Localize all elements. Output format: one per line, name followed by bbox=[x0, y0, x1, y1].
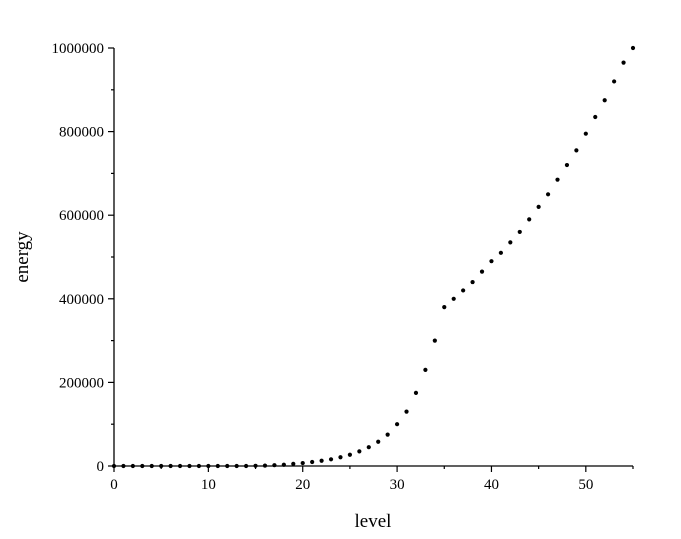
data-point bbox=[574, 148, 579, 153]
data-point bbox=[187, 463, 192, 469]
data-point bbox=[140, 463, 145, 469]
y-tick-label: 0 bbox=[97, 459, 105, 475]
y-tick-label: 400000 bbox=[59, 292, 104, 308]
data-point bbox=[602, 98, 607, 103]
data-point bbox=[159, 463, 164, 469]
data-point bbox=[470, 279, 475, 285]
y-tick-label: 200000 bbox=[59, 375, 104, 391]
data-point bbox=[196, 463, 202, 469]
data-point bbox=[177, 463, 183, 469]
data-point bbox=[564, 162, 570, 168]
data-point bbox=[338, 455, 343, 460]
x-tick-label: 30 bbox=[390, 477, 405, 493]
data-point bbox=[498, 250, 503, 255]
data-point bbox=[206, 463, 211, 469]
data-point bbox=[366, 445, 371, 450]
x-axis-title: level bbox=[355, 511, 392, 532]
data-point bbox=[234, 463, 239, 469]
data-point bbox=[328, 457, 334, 462]
x-tick-label: 40 bbox=[484, 477, 499, 493]
data-point bbox=[319, 458, 324, 463]
data-point bbox=[376, 439, 381, 444]
data-point bbox=[394, 422, 400, 427]
data-point bbox=[149, 463, 154, 469]
data-point bbox=[357, 449, 362, 454]
data-point bbox=[215, 463, 220, 469]
data-point bbox=[347, 452, 353, 457]
data-point bbox=[555, 177, 560, 182]
y-axis-title: energy bbox=[12, 231, 33, 283]
data-point bbox=[451, 296, 456, 301]
data-point bbox=[111, 463, 117, 469]
data-point bbox=[262, 463, 268, 468]
data-point bbox=[404, 409, 409, 414]
x-tick-label: 50 bbox=[578, 477, 593, 493]
data-point bbox=[244, 463, 249, 469]
data-point bbox=[612, 79, 617, 84]
data-point bbox=[225, 463, 230, 469]
x-tick-label: 10 bbox=[201, 477, 216, 493]
data-point bbox=[432, 338, 437, 343]
data-point bbox=[385, 432, 390, 437]
data-point bbox=[300, 460, 305, 466]
x-tick-label: 0 bbox=[110, 477, 118, 493]
data-point bbox=[517, 229, 522, 235]
data-point bbox=[281, 462, 286, 467]
data-point bbox=[253, 463, 258, 468]
data-point bbox=[621, 60, 626, 65]
y-ticks: 0 200000 400000 600000 800000 1000000 bbox=[52, 41, 114, 475]
data-point bbox=[527, 217, 532, 222]
data-point bbox=[413, 390, 419, 395]
data-point bbox=[508, 240, 513, 245]
data-point bbox=[593, 114, 598, 120]
data-point bbox=[479, 269, 485, 274]
y-tick-label: 1000000 bbox=[52, 41, 105, 57]
x-tick-label: 20 bbox=[295, 477, 310, 493]
y-tick-label: 600000 bbox=[59, 208, 104, 224]
data-point bbox=[291, 461, 296, 467]
data-point bbox=[442, 305, 447, 310]
data-point bbox=[310, 459, 315, 465]
data-point bbox=[630, 45, 636, 51]
y-tick-label: 800000 bbox=[59, 125, 104, 141]
data-point bbox=[461, 288, 466, 293]
data-point bbox=[272, 463, 277, 468]
data-point bbox=[121, 463, 126, 469]
data-point bbox=[423, 367, 428, 372]
x-ticks: 0 10 20 30 40 50 bbox=[110, 466, 634, 493]
data-points bbox=[111, 45, 636, 469]
data-point bbox=[583, 131, 588, 136]
data-point bbox=[536, 204, 541, 209]
data-point bbox=[489, 259, 494, 264]
axes bbox=[113, 48, 633, 467]
data-point bbox=[545, 192, 551, 197]
data-point bbox=[168, 463, 173, 469]
data-point bbox=[130, 463, 135, 469]
